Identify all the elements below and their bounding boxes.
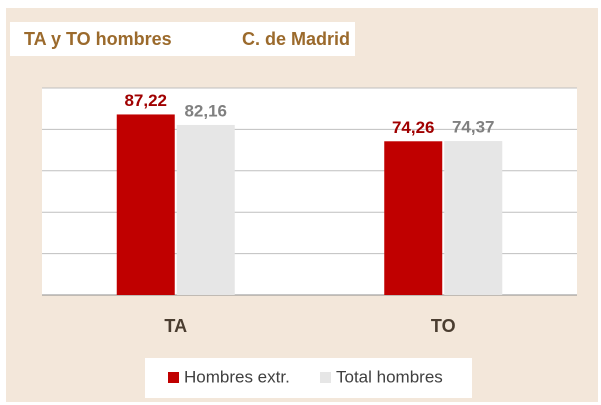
chart-subtitle: C. de Madrid [242, 29, 350, 49]
legend-swatch [168, 372, 179, 383]
legend-label: Hombres extr. [184, 367, 290, 386]
value-label: 74,37 [452, 118, 495, 137]
value-label: 74,26 [392, 118, 435, 137]
bar [176, 124, 235, 295]
bar [444, 141, 503, 295]
x-tick-label: TA [164, 316, 187, 336]
value-label: 87,22 [124, 91, 167, 110]
bar [116, 114, 175, 296]
title-box [10, 22, 355, 56]
bar [384, 141, 443, 295]
legend-box [145, 358, 472, 398]
legend-label: Total hombres [336, 367, 443, 386]
legend-swatch [320, 372, 331, 383]
chart-title: TA y TO hombres [24, 29, 172, 49]
x-tick-label: TO [431, 316, 456, 336]
value-label: 82,16 [184, 101, 227, 120]
